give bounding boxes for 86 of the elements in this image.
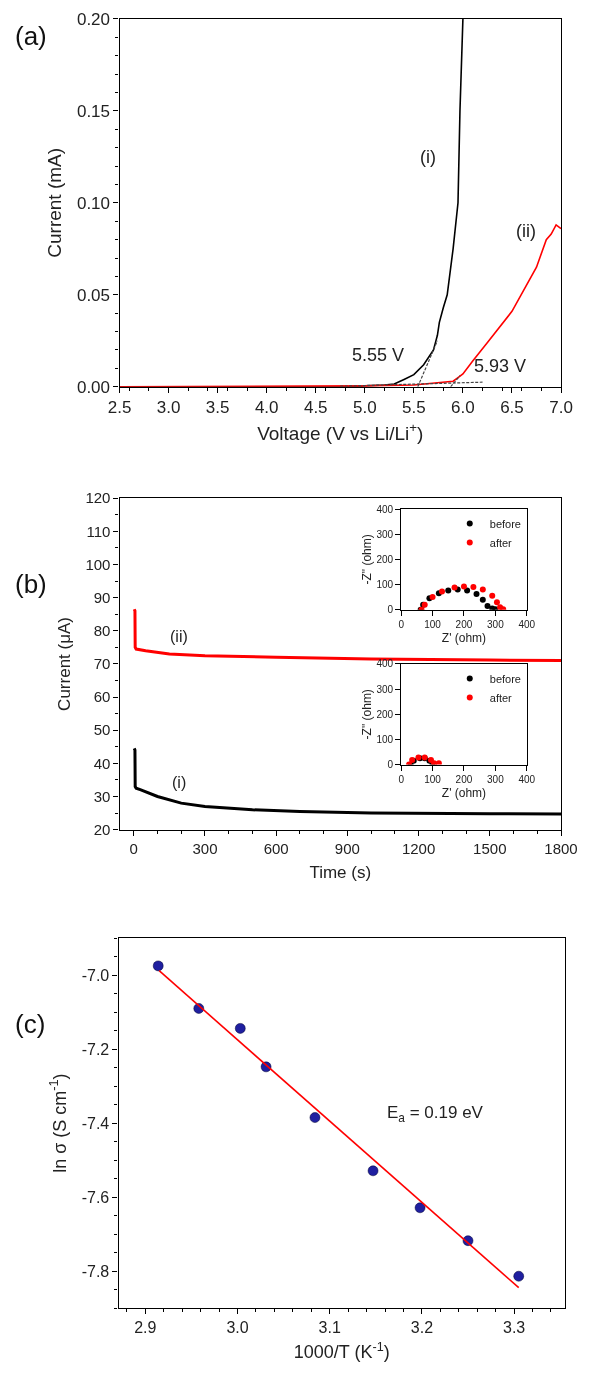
x-tick-label: 400 xyxy=(518,773,536,785)
legend-label: after xyxy=(489,691,513,704)
x-tick-label: 400 xyxy=(518,618,536,630)
x-axis-title: 1000/T (K$^{-1}$) xyxy=(293,1339,390,1363)
x-tick-label: 0 xyxy=(129,839,138,857)
y-tick-label: 300 xyxy=(376,683,394,695)
legend-label: before xyxy=(489,517,521,530)
x-tick-label: 1800 xyxy=(544,839,578,857)
y-tick-label: 0.10 xyxy=(76,193,111,213)
annotation: (ii) xyxy=(516,221,536,241)
y-axis-title: -Z" (ohm) xyxy=(359,534,374,585)
annotation: (ii) xyxy=(170,628,188,645)
y-tick-label: -7.4 xyxy=(81,1114,110,1132)
y-tick-label: -7.6 xyxy=(81,1188,110,1206)
x-tick-label: 3.3 xyxy=(502,1319,526,1337)
y-axis-title: Current (mA) xyxy=(43,147,65,258)
y-tick-label: -7.0 xyxy=(81,966,110,984)
x-tick-label: 4.0 xyxy=(254,398,279,418)
y-tick-label: -7.2 xyxy=(81,1040,110,1058)
y-tick-label: 80 xyxy=(93,622,111,640)
y-tick-label: 100 xyxy=(376,733,394,745)
y-tick-label: 200 xyxy=(376,708,394,720)
y-tick-label: 60 xyxy=(93,688,111,706)
y-tick-label: 120 xyxy=(85,489,111,507)
y-tick-label: 0.05 xyxy=(76,285,111,305)
x-tick-label: 100 xyxy=(424,618,442,630)
x-axis-title: Time (s) xyxy=(309,863,372,883)
x-tick-label: 2.9 xyxy=(134,1319,157,1337)
x-tick-label: 300 xyxy=(192,839,218,857)
x-tick-label: 3.1 xyxy=(318,1319,341,1337)
x-tick-label: 300 xyxy=(487,773,505,785)
y-tick-label: 30 xyxy=(93,787,111,805)
y-tick-label: 0.20 xyxy=(76,9,111,29)
y-tick-label: 400 xyxy=(376,658,394,670)
y-tick-label: -7.8 xyxy=(81,1262,110,1280)
y-tick-label: 400 xyxy=(376,503,394,515)
y-tick-label: 50 xyxy=(93,721,111,739)
x-tick-label: 4.5 xyxy=(303,398,328,418)
text: (c) xyxy=(15,1009,46,1039)
y-axis-title: -Z" (ohm) xyxy=(359,689,374,740)
y-tick-label: 200 xyxy=(376,553,394,565)
legend-label: after xyxy=(489,536,513,549)
x-tick-label: 5.0 xyxy=(352,398,377,418)
x-tick-label: 100 xyxy=(424,773,442,785)
y-tick-label: 90 xyxy=(93,588,111,606)
x-tick-label: 6.5 xyxy=(500,398,524,418)
x-tick-label: 6.0 xyxy=(451,398,475,418)
y-axis-title: Current (μA) xyxy=(54,617,74,711)
x-tick-label: 300 xyxy=(487,618,505,630)
x-tick-label: 3.2 xyxy=(410,1319,434,1337)
annotation: 5.55 V xyxy=(352,345,405,365)
x-tick-label: 5.5 xyxy=(402,398,426,418)
x-axis-title: Z' (ohm) xyxy=(441,785,487,800)
legend-label: before xyxy=(489,672,521,685)
y-tick-label: 40 xyxy=(93,754,111,772)
x-tick-label: 0 xyxy=(398,618,405,630)
y-tick-label: 0 xyxy=(387,604,394,616)
y-tick-label: 100 xyxy=(376,579,394,591)
x-tick-label: 900 xyxy=(334,839,360,857)
x-tick-label: 2.5 xyxy=(107,398,132,418)
y-tick-label: 100 xyxy=(85,555,111,573)
x-tick-label: 0 xyxy=(398,773,405,785)
x-axis-title: Z' (ohm) xyxy=(441,630,487,645)
x-tick-label: 1500 xyxy=(473,839,507,857)
y-tick-label: 0.15 xyxy=(76,101,111,121)
text: (b) xyxy=(15,569,47,599)
y-tick-label: 300 xyxy=(376,528,394,540)
y-tick-label: 0.00 xyxy=(76,377,111,397)
y-tick-label: 70 xyxy=(93,655,111,673)
annotation: E$_{a}$ = 0.19 eV xyxy=(387,1103,484,1125)
x-tick-label: 3.5 xyxy=(205,398,230,418)
annotation: (i) xyxy=(420,147,436,167)
y-tick-label: 20 xyxy=(93,820,111,838)
y-tick-label: 0 xyxy=(387,759,394,771)
x-tick-label: 7.0 xyxy=(549,398,573,418)
x-tick-label: 200 xyxy=(455,773,473,785)
annotation: 5.93 V xyxy=(474,356,527,376)
annotation: (i) xyxy=(172,774,187,791)
x-tick-label: 600 xyxy=(263,839,289,857)
text: (a) xyxy=(15,21,47,51)
x-axis-title: Voltage (V vs Li/Li$^{+}$) xyxy=(257,420,424,445)
x-tick-label: 1200 xyxy=(401,839,436,857)
x-tick-label: 3.0 xyxy=(226,1319,249,1337)
x-tick-label: 200 xyxy=(455,618,473,630)
y-tick-label: 110 xyxy=(86,522,111,540)
x-tick-label: 3.0 xyxy=(156,398,181,418)
